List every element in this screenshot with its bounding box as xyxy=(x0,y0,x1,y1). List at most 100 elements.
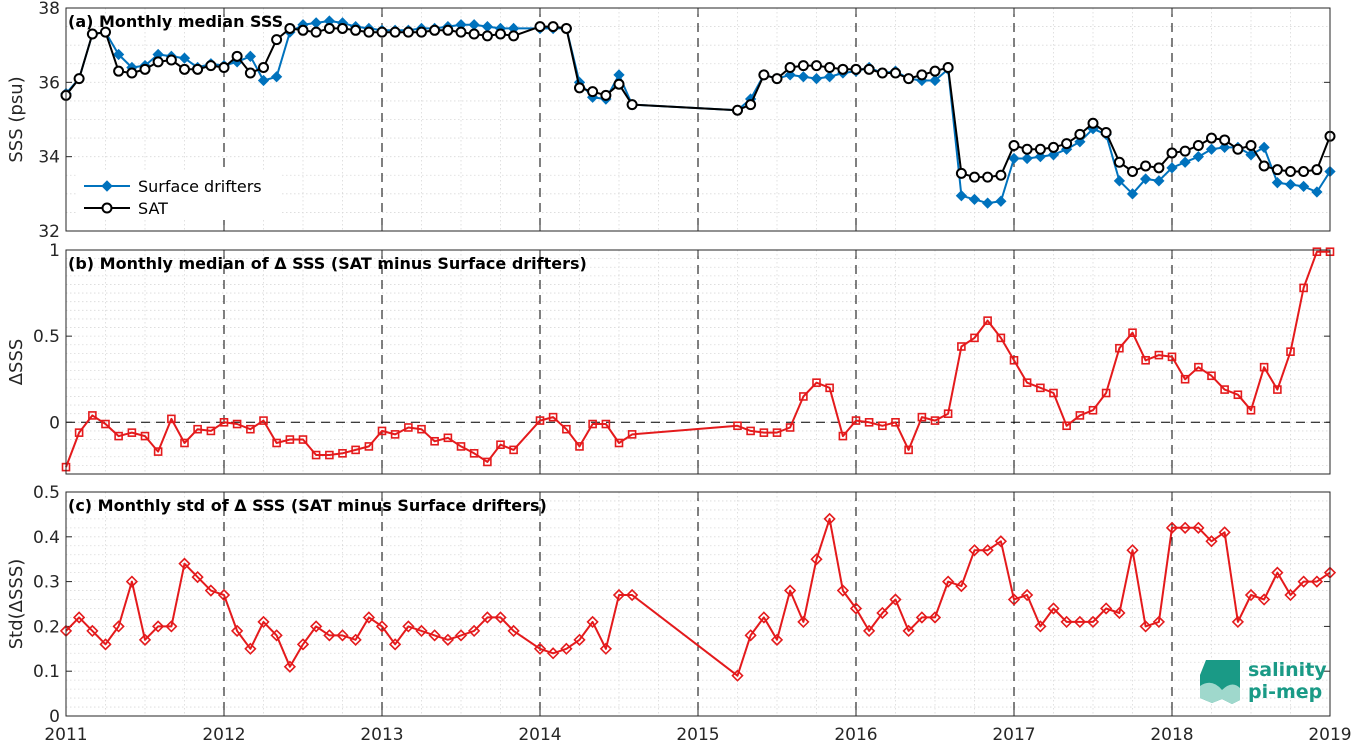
data-point xyxy=(178,557,191,570)
data-point xyxy=(942,61,954,73)
axes-frame xyxy=(65,7,1331,232)
y-tick-label: 32 xyxy=(38,222,60,242)
data-point xyxy=(88,411,97,420)
panel-b-delta-sss: 0 0.5 1 (b) Monthly median of Δ SSS (SAT mi… xyxy=(6,241,1335,475)
legend-marker-surface-drifters xyxy=(101,180,113,192)
x-tick-label: 2013 xyxy=(360,725,403,745)
data-point xyxy=(1219,134,1231,146)
data-point xyxy=(153,447,163,456)
panel-title: (b) Monthly median of Δ SSS (SAT minus S… xyxy=(68,254,587,273)
data-point xyxy=(509,445,518,455)
data-point xyxy=(955,190,968,202)
data-point xyxy=(744,629,757,642)
y-tick-label: 0.2 xyxy=(33,617,60,637)
data-point xyxy=(180,438,189,448)
legend-marker-sat xyxy=(101,202,113,214)
data-point xyxy=(99,638,112,651)
data-point xyxy=(114,431,123,441)
data-point xyxy=(1178,521,1192,534)
data-point xyxy=(981,544,994,557)
data-point xyxy=(1126,544,1139,557)
data-point xyxy=(309,620,323,633)
data-point xyxy=(785,423,795,432)
data-point xyxy=(548,412,558,422)
data-point xyxy=(1022,378,1032,387)
data-point xyxy=(941,575,955,588)
data-point xyxy=(957,342,966,351)
panel-title: (c) Monthly std of Δ SSS (SAT minus Surf… xyxy=(68,496,547,515)
y-tick-label: 0.1 xyxy=(33,662,60,682)
data-point xyxy=(1128,328,1137,338)
data-point xyxy=(1245,149,1257,161)
data-point xyxy=(193,424,202,434)
data-point xyxy=(112,48,125,61)
legend-box xyxy=(78,172,282,220)
data-point xyxy=(389,26,401,38)
data-point xyxy=(560,22,572,34)
data-point xyxy=(284,22,296,34)
data-point xyxy=(1060,615,1073,629)
y-axis-label: SSS (psu) xyxy=(6,76,27,162)
data-point xyxy=(1154,350,1164,360)
data-point xyxy=(943,409,953,418)
data-point xyxy=(298,435,308,444)
data-point xyxy=(442,24,454,36)
data-point xyxy=(1167,352,1177,362)
data-point xyxy=(1153,162,1165,174)
data-point xyxy=(1232,143,1244,155)
data-point xyxy=(455,26,467,38)
data-point xyxy=(745,99,757,111)
y-tick-label: 36 xyxy=(38,73,60,93)
data-point xyxy=(390,430,400,439)
data-point xyxy=(127,428,137,437)
data-point xyxy=(837,63,849,75)
data-point xyxy=(1258,141,1270,154)
data-point xyxy=(1113,156,1125,168)
data-point xyxy=(496,440,505,450)
salinity-pi-mep-logo: salinity pi-mep xyxy=(1200,659,1327,704)
data-point xyxy=(1218,526,1231,539)
data-point xyxy=(350,24,362,36)
data-point xyxy=(323,22,335,34)
data-point xyxy=(206,426,216,436)
data-point xyxy=(205,60,217,72)
data-point xyxy=(1231,615,1245,629)
data-point xyxy=(100,26,111,38)
data-point xyxy=(784,61,796,73)
data-point xyxy=(296,638,310,651)
data-point xyxy=(467,624,481,638)
data-point xyxy=(1009,355,1019,365)
data-point xyxy=(849,602,863,615)
data-point xyxy=(283,660,297,673)
data-point xyxy=(810,72,823,85)
logo-wave-highlight-icon xyxy=(1200,682,1240,704)
data-point xyxy=(599,642,613,655)
data-point xyxy=(285,435,295,444)
y-tick-label: 0 xyxy=(49,413,60,433)
data-point xyxy=(1021,152,1033,165)
data-point xyxy=(1192,521,1205,534)
data-point xyxy=(968,193,981,206)
data-point xyxy=(270,629,283,642)
data-point xyxy=(1034,151,1047,163)
data-point xyxy=(125,575,139,588)
data-point xyxy=(1299,283,1308,293)
data-point xyxy=(430,436,439,446)
y-tick-label: 0.5 xyxy=(33,483,60,503)
data-point xyxy=(113,65,125,77)
data-point xyxy=(878,421,887,431)
data-point xyxy=(257,74,270,87)
data-point xyxy=(560,642,573,655)
data-point xyxy=(903,73,915,85)
data-point xyxy=(1126,188,1139,200)
data-point xyxy=(481,611,494,624)
x-tick-label: 2017 xyxy=(992,725,1035,745)
data-point xyxy=(929,74,941,87)
legend-label-surface-drifters: Surface drifters xyxy=(138,177,262,196)
data-point xyxy=(1207,371,1216,381)
data-point xyxy=(1311,186,1323,198)
data-point xyxy=(1297,575,1310,588)
data-point xyxy=(891,418,900,427)
data-point xyxy=(101,419,110,429)
data-point xyxy=(1166,162,1178,174)
